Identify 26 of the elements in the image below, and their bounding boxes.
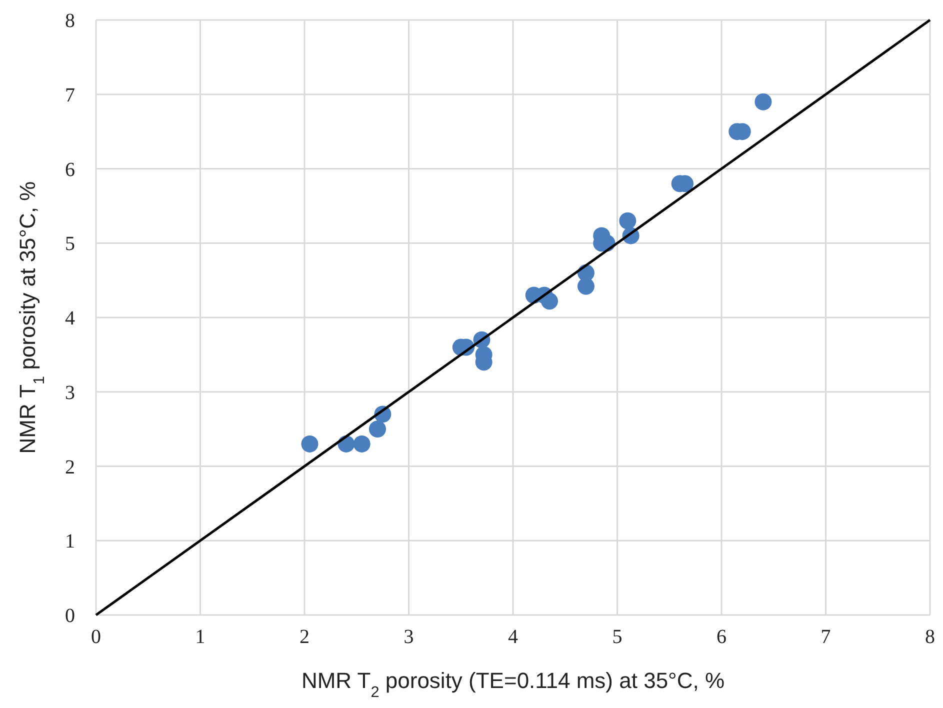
x-tick-label: 0: [91, 626, 101, 648]
x-tick-label: 5: [612, 626, 622, 648]
y-tick-label: 4: [65, 308, 75, 330]
x-tick-label: 7: [820, 626, 831, 648]
point: [619, 212, 636, 230]
point: [540, 292, 558, 310]
x-axis-title: NMR T$_{2}$ porosity (TE=0.114 ms) at 35°C, %: [301, 668, 725, 700]
point: [301, 435, 318, 452]
x-tick-label: 6: [716, 626, 726, 648]
point: [353, 435, 370, 452]
x-tick-label: 8: [925, 626, 935, 648]
y-tick-label: 2: [65, 456, 75, 478]
y-tick-label: 0: [65, 605, 75, 627]
y-tick-label: 6: [65, 158, 75, 181]
point: [577, 278, 594, 295]
y-tick-label: 8: [65, 10, 75, 32]
y-tick-label: 5: [65, 233, 75, 256]
y-tick-label: 1: [65, 530, 75, 553]
y-tick-label: 7: [65, 84, 75, 106]
x-tick-label: 3: [404, 626, 414, 648]
point: [368, 420, 386, 438]
y-tick-label: 3: [65, 382, 75, 404]
point: [754, 93, 772, 110]
x-tick-label: 4: [508, 626, 518, 648]
x-tick-label: 1: [195, 626, 206, 648]
x-tick-label: 2: [300, 626, 310, 648]
